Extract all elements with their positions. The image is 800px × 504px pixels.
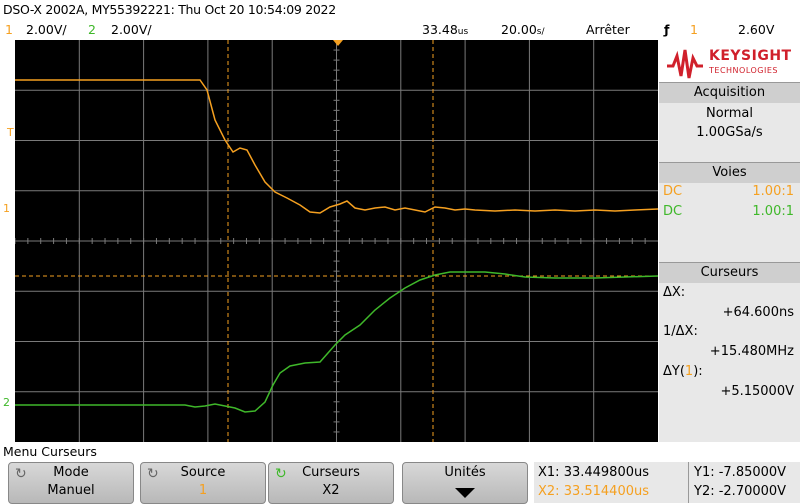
- softkey-mode-value: Manuel: [47, 483, 95, 498]
- softkey-cursors-value: X2: [322, 483, 340, 498]
- menu-title: Menu Curseurs: [3, 444, 97, 459]
- softkey-mode[interactable]: ↻ Mode Manuel: [8, 462, 134, 504]
- brand-sub: TECHNOLOGIES: [709, 66, 778, 75]
- delta-y-label-post: ):: [693, 364, 703, 379]
- title-bar: DSO-X 2002A, MY55392221: Thu Oct 20 10:5…: [0, 0, 800, 22]
- cursor-x1: X1: 33.449800us: [538, 465, 650, 480]
- delta-x-value: +64.600ns: [722, 305, 794, 320]
- ch1-ground-marker[interactable]: 1: [3, 202, 10, 215]
- graticule: [15, 40, 658, 442]
- ch1-number[interactable]: 1: [5, 22, 13, 37]
- ch2-scale[interactable]: 2.00V/: [111, 22, 152, 37]
- cursors-header[interactable]: Curseurs: [659, 262, 800, 283]
- waveform-display[interactable]: T 1 2: [3, 40, 658, 442]
- softkey-units[interactable]: Unités: [402, 462, 528, 504]
- ch2-ground-marker[interactable]: 2: [3, 396, 10, 409]
- trigger-position-marker: [333, 40, 343, 46]
- time-scale[interactable]: 20.00s/: [501, 22, 545, 37]
- softkey-source-label: Source: [180, 465, 226, 480]
- softkey-cursors-label: Curseurs: [302, 465, 360, 480]
- side-panel: KEYSIGHT TECHNOLOGIES Acquisition Normal…: [659, 40, 800, 442]
- time-scale-value: 20.00: [501, 22, 537, 37]
- ch1-scale[interactable]: 2.00V/: [26, 22, 67, 37]
- instrument-title: DSO-X 2002A, MY55392221: Thu Oct 20 10:5…: [3, 2, 336, 17]
- submenu-arrow-icon: [455, 488, 475, 498]
- entry-knob-icon: ↻: [147, 466, 159, 482]
- delta-x-label: ΔX:: [663, 285, 686, 300]
- softkey-mode-label: Mode: [53, 465, 89, 480]
- acq-rate: 1.00GSa/s: [696, 125, 763, 140]
- delta-y-channel: 1: [684, 364, 694, 379]
- run-state[interactable]: Arrêter: [586, 22, 630, 37]
- ch1-trace: [15, 79, 658, 214]
- time-position-value: 33.48: [422, 22, 458, 37]
- time-position[interactable]: 33.48us: [422, 22, 468, 37]
- ch2-number[interactable]: 2: [88, 22, 96, 37]
- softkey-source[interactable]: ↻ Source 1: [140, 462, 266, 504]
- trigger-edge-icon: ƒ: [664, 22, 670, 37]
- ch1-probe: 1.00:1: [752, 184, 794, 199]
- ch2-trace: [15, 271, 658, 413]
- inverse-delta-x-value: +15.480MHz: [709, 344, 794, 359]
- ch2-probe: 1.00:1: [752, 204, 794, 219]
- delta-y-label: ΔY(1):: [663, 364, 703, 379]
- keysight-wave-icon: [667, 49, 703, 79]
- cursor-y2: Y2: -2.70000V: [694, 484, 787, 499]
- trigger-level[interactable]: 2.60V: [738, 22, 775, 37]
- cursor-y1: Y1: -7.85000V: [694, 465, 787, 480]
- delta-y-value: +5.15000V: [720, 384, 794, 399]
- scale-bar: 1 2.00V/ 2 2.00V/ 33.48us 20.00s/ Arrête…: [0, 22, 800, 40]
- trigger-source[interactable]: 1: [690, 22, 698, 37]
- readout-divider: [688, 462, 689, 503]
- time-position-unit: us: [457, 27, 469, 37]
- acq-mode: Normal: [705, 106, 754, 121]
- time-scale-unit: s/: [536, 27, 545, 37]
- softkey-cursors[interactable]: ↻ Curseurs X2: [268, 462, 394, 504]
- cursor-x2: X2: 33.514400us: [538, 484, 650, 499]
- brand-name: KEYSIGHT: [709, 48, 792, 64]
- ch2-coupling: DC: [663, 204, 683, 219]
- trigger-level-marker: T: [7, 126, 14, 139]
- channels-header[interactable]: Voies: [659, 162, 800, 183]
- softkey-units-label: Unités: [444, 465, 486, 480]
- softkey-menu: Menu Curseurs ↻ Mode Manuel ↻ Source 1 ↻…: [0, 442, 800, 504]
- softkey-source-value: 1: [198, 483, 208, 498]
- keysight-logo: KEYSIGHT TECHNOLOGIES: [659, 40, 800, 86]
- delta-y-label-pre: ΔY(: [663, 364, 685, 379]
- acquisition-header[interactable]: Acquisition: [659, 82, 800, 103]
- inverse-delta-x-label: 1/ΔX:: [663, 324, 698, 339]
- entry-knob-active-icon: ↻: [275, 466, 287, 482]
- ch1-coupling: DC: [663, 184, 683, 199]
- entry-knob-icon: ↻: [15, 466, 27, 482]
- cursor-readout: X1: 33.449800us X2: 33.514400us Y1: -7.8…: [534, 462, 800, 503]
